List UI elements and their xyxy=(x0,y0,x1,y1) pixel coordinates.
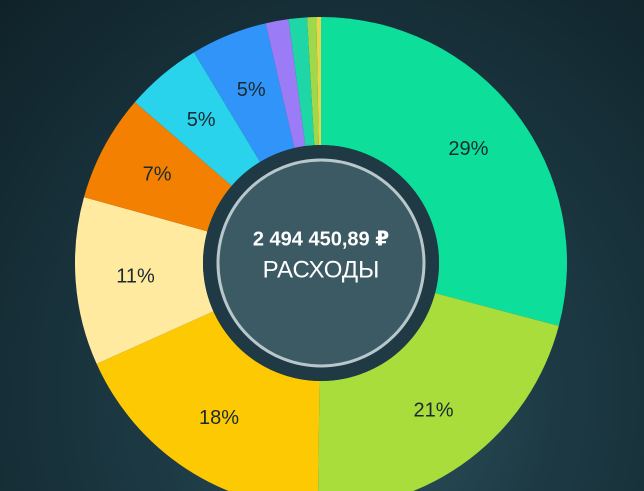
slice-label-4: 7% xyxy=(143,163,172,185)
slice-label-2: 18% xyxy=(199,407,239,429)
expenses-label: РАСХОДЫ xyxy=(263,256,380,283)
donut-slice-7 xyxy=(265,19,306,149)
slice-label-6: 5% xyxy=(237,79,266,101)
slice-labels: 29% 21% 18% 11% 7% 5% 5% xyxy=(116,79,488,429)
donut-slice-5 xyxy=(134,52,261,186)
donut-slice-0 xyxy=(321,17,567,326)
donut-slice-2 xyxy=(96,311,320,491)
slice-label-3: 11% xyxy=(116,265,155,287)
slice-label-0: 29% xyxy=(448,138,488,160)
donut-slice-10 xyxy=(316,17,321,146)
donut-slice-8 xyxy=(288,17,315,147)
center-disc xyxy=(216,158,426,368)
donut-slice-9 xyxy=(307,17,319,146)
slice-label-5: 5% xyxy=(187,109,216,131)
donut-slice-1 xyxy=(318,293,559,491)
donut-slice-4 xyxy=(83,102,232,232)
total-amount: 2 494 450,89 ₽ xyxy=(253,228,389,250)
donut-slice-3 xyxy=(74,197,214,364)
donut-slice-6 xyxy=(193,23,295,162)
donut-slices xyxy=(74,17,567,491)
slice-label-1: 21% xyxy=(414,399,454,421)
